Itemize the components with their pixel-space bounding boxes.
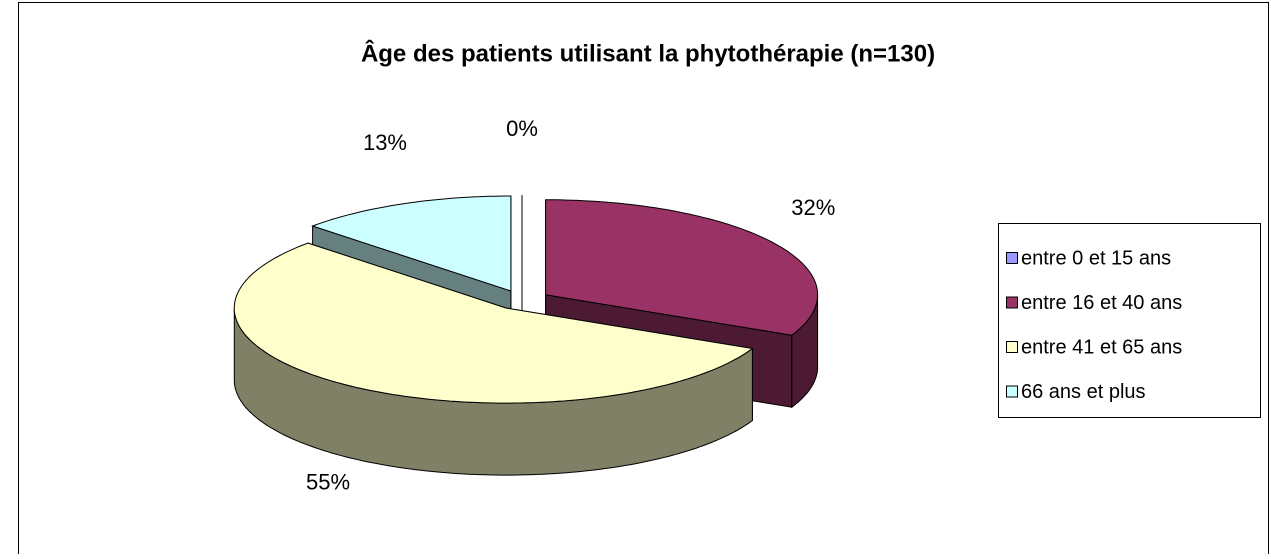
legend-box (998, 223, 1261, 418)
legend-swatch (1006, 252, 1018, 264)
legend-swatch (1006, 385, 1018, 398)
data-label: 0% (506, 116, 538, 141)
slice-top (233, 242, 754, 404)
slice-top (545, 199, 819, 336)
legend-label: entre 16 et 40 ans (1021, 292, 1182, 314)
legend-swatch (1006, 296, 1018, 309)
data-label: 13% (363, 130, 407, 155)
data-label: 32% (791, 195, 835, 220)
pie-slice (233, 242, 754, 476)
legend-label: 66 ans et plus (1021, 381, 1146, 403)
slice-top (311, 195, 512, 292)
data-label: 55% (306, 469, 350, 494)
legend-label: entre 41 et 65 ans (1021, 336, 1182, 358)
legend-label: entre 0 et 15 ans (1021, 247, 1171, 269)
legend-swatch (1006, 341, 1018, 353)
chart-title: Âge des patients utilisant la phytothéra… (361, 39, 935, 67)
